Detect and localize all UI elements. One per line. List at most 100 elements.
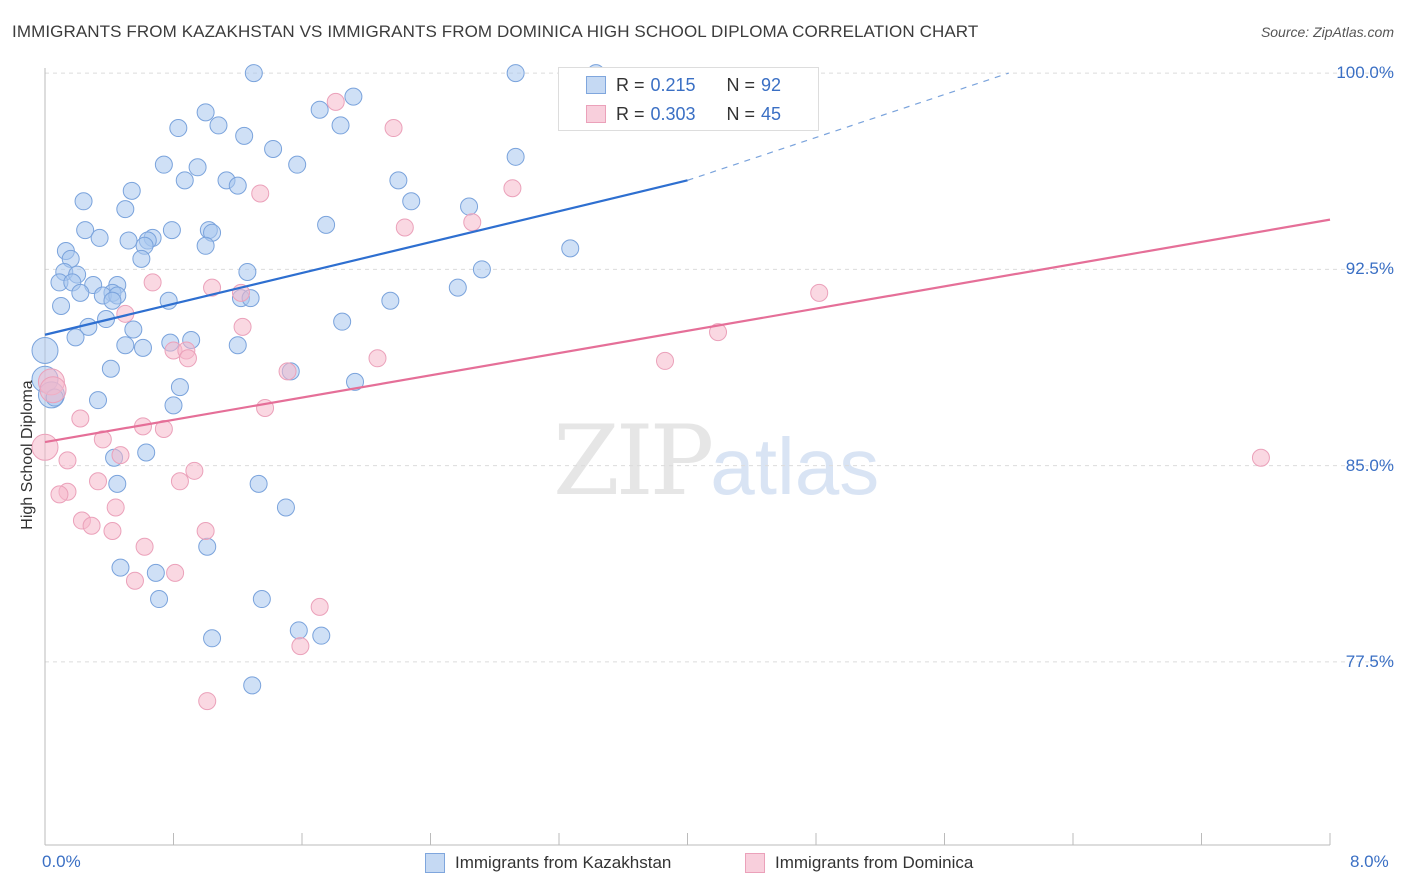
x-tick-max: 8.0% <box>1350 852 1389 871</box>
kazakhstan-point <box>132 249 151 268</box>
kazakhstan-trend-line <box>44 179 688 336</box>
kazakhstan-point <box>196 103 215 122</box>
kazakhstan-point <box>228 176 247 195</box>
source-credit: Source: ZipAtlas.com <box>1260 24 1394 40</box>
kazakhstan-point <box>74 192 93 211</box>
kazakhstan-point <box>243 676 262 695</box>
kazakhstan-point <box>198 537 217 556</box>
dominica-point <box>203 278 222 297</box>
dominica-point <box>656 351 675 370</box>
y-axis-label: High School Diploma <box>19 380 36 530</box>
kazakhstan-point <box>249 474 268 493</box>
kazakhstan-point <box>276 498 295 517</box>
kazakhstan-point <box>150 590 169 609</box>
kazakhstan-point <box>331 116 350 135</box>
grid-lines <box>45 72 1392 663</box>
kazakhstan-point <box>235 126 254 145</box>
bottom-legend-dominica: Immigrants from Dominica <box>745 853 973 873</box>
kazakhstan-point <box>402 192 421 211</box>
legend-row-kazakhstan: R = 0.215 N = 92 <box>559 71 781 99</box>
dominica-legend-swatch <box>745 853 765 873</box>
kazakhstan-point <box>154 155 173 174</box>
kazakhstan-point <box>116 336 135 355</box>
dominica-point <box>326 92 345 111</box>
dominica-point <box>82 516 101 535</box>
y-tick-label: 77.5% <box>1345 651 1394 671</box>
kazakhstan-point <box>561 239 580 258</box>
kazakhstan-point <box>164 396 183 415</box>
dominica-point <box>384 119 403 138</box>
dominica-point <box>170 472 189 491</box>
kazakhstan-point <box>89 391 108 410</box>
kazakhstan-point <box>111 558 130 577</box>
kazakhstan-point <box>228 336 247 355</box>
kazakhstan-point <box>506 64 525 83</box>
dominica-point <box>503 179 522 198</box>
kazakhstan-point <box>448 278 467 297</box>
r-label: R = <box>616 103 645 124</box>
dominica-points <box>31 92 1270 711</box>
kazakhstan-point <box>76 221 95 240</box>
kazakhstan-point <box>312 626 331 645</box>
kazakhstan-point <box>170 378 189 397</box>
n-label: N = <box>726 103 756 124</box>
kazakhstan-point <box>108 474 127 493</box>
kazakhstan-point <box>116 200 135 219</box>
chart-title: IMMIGRANTS FROM KAZAKHSTAN VS IMMIGRANTS… <box>12 22 979 41</box>
kazakhstan-point <box>506 147 525 166</box>
kazakhstan-point <box>310 100 329 119</box>
kazakhstan-point <box>71 283 90 302</box>
dominica-point <box>709 323 728 342</box>
dominica-r-value: 0.303 <box>650 103 696 124</box>
x-tick-min: 0.0% <box>42 852 81 871</box>
dominica-point <box>178 349 197 368</box>
kazakhstan-point <box>52 296 71 315</box>
dominica-point <box>58 451 77 470</box>
kazakhstan-point <box>333 312 352 331</box>
dominica-point <box>1251 448 1270 467</box>
y-tick-label: 100.0% <box>1336 63 1394 83</box>
dominica-point <box>71 409 90 428</box>
stats-legend: R = 0.215 N = 92 R = 0.303 N = 45 <box>558 67 819 131</box>
watermark-zip: ZIP <box>553 405 714 517</box>
kazakhstan-point <box>188 158 207 177</box>
trend-lines <box>44 72 1331 444</box>
bottom-legend-kazakhstan: Immigrants from Kazakhstan <box>425 853 671 873</box>
kazakhstan-point <box>317 215 336 234</box>
kazakhstan-point <box>146 563 165 582</box>
kazakhstan-point <box>90 228 109 247</box>
dominica-n-value: 45 <box>761 103 782 124</box>
dominica-point <box>291 637 310 656</box>
dominica-point <box>368 349 387 368</box>
legend-row-dominica: R = 0.303 N = 45 <box>559 100 781 128</box>
dominica-point <box>198 692 217 711</box>
kazakhstan-point <box>31 336 59 364</box>
kazakhstan-point <box>288 155 307 174</box>
dominica-point <box>39 376 67 404</box>
zipatlas-watermark: ZIPatlas <box>553 405 879 517</box>
kazakhstan-point <box>460 197 479 216</box>
dominica-point <box>810 283 829 302</box>
dominica-point <box>125 571 144 590</box>
kazakhstan-point <box>209 116 228 135</box>
dominica-point <box>103 522 122 540</box>
dominica-point <box>106 498 125 517</box>
y-tick-label: 85.0% <box>1345 455 1394 475</box>
kazakhstan-point <box>162 221 181 240</box>
r-label: R = <box>616 74 645 95</box>
y-tick-label: 92.5% <box>1345 259 1394 279</box>
kazakhstan-point <box>175 171 194 190</box>
kazakhstan-point <box>137 443 156 462</box>
kazakhstan-point <box>196 236 215 255</box>
kazakhstan-point <box>169 119 188 138</box>
dominica-trend-line <box>44 218 1331 444</box>
kazakhstan-point <box>122 181 141 200</box>
dominica-point <box>89 472 108 491</box>
kazakhstan-point <box>264 139 283 158</box>
kazakhstan-point <box>346 372 365 391</box>
kazakhstan-swatch <box>586 76 606 94</box>
dominica-point <box>395 218 414 237</box>
kazakhstan-r-value: 0.215 <box>650 74 696 95</box>
kazakhstan-point <box>133 338 152 357</box>
